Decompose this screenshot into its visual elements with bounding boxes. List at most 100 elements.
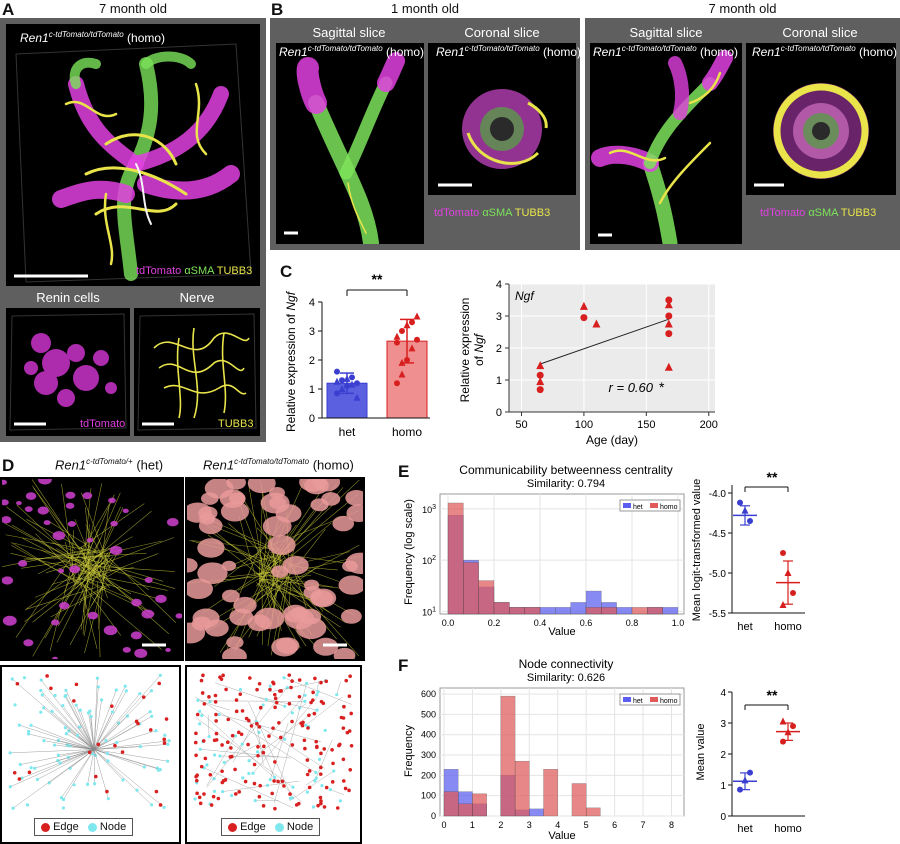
c-scatter-ylabel-1: Relative expression: [458, 298, 472, 403]
nerve-fiber: [98, 554, 107, 629]
renin-cell-cluster: [201, 492, 219, 505]
graph-node: [238, 687, 243, 692]
graph-edge-point: [344, 678, 349, 683]
renin-cell-cluster: [198, 517, 223, 535]
graph-link: [76, 705, 95, 750]
graph-node: [10, 677, 14, 681]
c-bar-xtick-het: het: [339, 425, 356, 439]
graph-link: [80, 710, 95, 750]
graph-node: [316, 690, 320, 694]
f-hist-ytick-label: 100: [421, 791, 436, 801]
nerve-fiber: [22, 537, 77, 566]
nerve-fiber: [87, 524, 90, 570]
renin-cell-cluster: [43, 520, 51, 526]
graph-edge-point: [214, 738, 219, 742]
nerve-fiber: [260, 554, 266, 577]
f-dot-ytick-label: 0: [720, 812, 726, 823]
f-hist-xtick-label: 0: [441, 820, 446, 830]
graph-node: [56, 753, 61, 757]
graph-link: [93, 749, 124, 781]
graph-edge-point: [313, 676, 317, 681]
graph-edge-point: [12, 770, 17, 775]
renin-cell-cluster: [304, 476, 329, 495]
graph-link: [94, 746, 141, 750]
c-bar-point-het: [343, 374, 351, 382]
graph-node: [158, 673, 162, 677]
graph-edge-point: [342, 704, 346, 709]
f-hist-ytick-label: 500: [421, 709, 436, 719]
nerve-fiber: [69, 585, 103, 646]
graph-node: [303, 693, 307, 697]
graph-edge-point: [341, 726, 346, 730]
f-hist-bar-homo: [543, 769, 558, 817]
nerve-fiber: [12, 524, 93, 571]
graph-edge-point: [273, 760, 277, 764]
graph-edge-point: [311, 690, 315, 695]
graph-edge-point: [162, 741, 167, 745]
renin-cell-cluster: [87, 611, 99, 620]
graph-link: [289, 770, 334, 802]
renin-cell-cluster: [166, 518, 179, 527]
graph-edge-point: [154, 789, 159, 794]
e-subtitle: Similarity: 0.794: [527, 478, 605, 490]
graph-node: [61, 703, 65, 708]
nerve-fiber: [31, 479, 106, 589]
graph-edge-point: [252, 781, 257, 786]
c-bar-point-het: [348, 380, 356, 388]
renin-cell-cluster: [282, 556, 309, 575]
graph-node: [56, 738, 61, 743]
f-dot-ylabel: Mean value: [695, 724, 707, 781]
f-hist-ytick-label: 600: [421, 689, 436, 699]
renin-cell-cluster: [155, 594, 167, 603]
panel-d-het-network-image: [0, 474, 184, 661]
f-dot-point-het: [747, 769, 753, 776]
graph-edge-point: [141, 695, 146, 699]
f-hist-bar-homo: [443, 791, 459, 817]
c-scatter-ytick-label: 1: [496, 375, 502, 387]
c-bar-point-het: [338, 385, 346, 392]
graph-node: [247, 759, 251, 763]
graph-edge-point: [162, 737, 167, 742]
graph-node: [115, 740, 119, 745]
e-hist-bar-homo: [447, 502, 464, 615]
c-bar-point-homo: [413, 312, 421, 320]
graph-node: [265, 783, 270, 787]
graph-link: [314, 739, 333, 781]
c-scatter-xtick-label: 150: [637, 419, 655, 431]
graph-link: [93, 690, 152, 750]
graph-edge-point: [220, 769, 224, 774]
graph-node: [106, 797, 110, 801]
graph-node: [90, 752, 95, 756]
f-dot-ytick-label: 1: [720, 781, 726, 792]
renin-cell-cluster: [283, 604, 309, 623]
nerve-fiber: [109, 557, 177, 623]
graph-edge-point: [289, 685, 293, 690]
graph-node: [233, 734, 238, 738]
graph-edge-point: [230, 733, 235, 738]
graph-edge-point: [239, 732, 244, 737]
c-bar-point-homo: [393, 332, 401, 340]
renin-cell-cluster: [345, 489, 368, 506]
renin-cell-cluster: [313, 637, 339, 656]
graph-link: [330, 789, 344, 796]
e-dot-ytick-label: -5.5: [709, 609, 727, 620]
f-hist-xtick-label: 8: [669, 820, 674, 830]
e-hist-bar-het: [555, 607, 571, 615]
nerve-fiber: [108, 568, 122, 577]
nerve-fiber: [94, 507, 124, 569]
e-hist-xtick-label: 1.0: [672, 618, 685, 628]
graph-edge-point: [157, 681, 162, 686]
graph-node: [303, 699, 307, 703]
graph-link: [207, 714, 210, 737]
renin-cell-cluster: [175, 613, 183, 619]
graph-edge-point: [297, 801, 301, 806]
renin-cell-cluster: [1, 516, 12, 524]
graph-edge-point: [249, 724, 254, 728]
renin-cell-cluster: [51, 619, 60, 626]
graph-edge-point: [258, 705, 263, 710]
panel-b-slice-2: Coronal slice: [464, 25, 540, 40]
panel-d-homo-network-image: [175, 472, 376, 666]
graph-edge-point: [341, 779, 346, 783]
graph-edge-point: [201, 739, 206, 743]
graph-edge-point: [330, 780, 335, 784]
